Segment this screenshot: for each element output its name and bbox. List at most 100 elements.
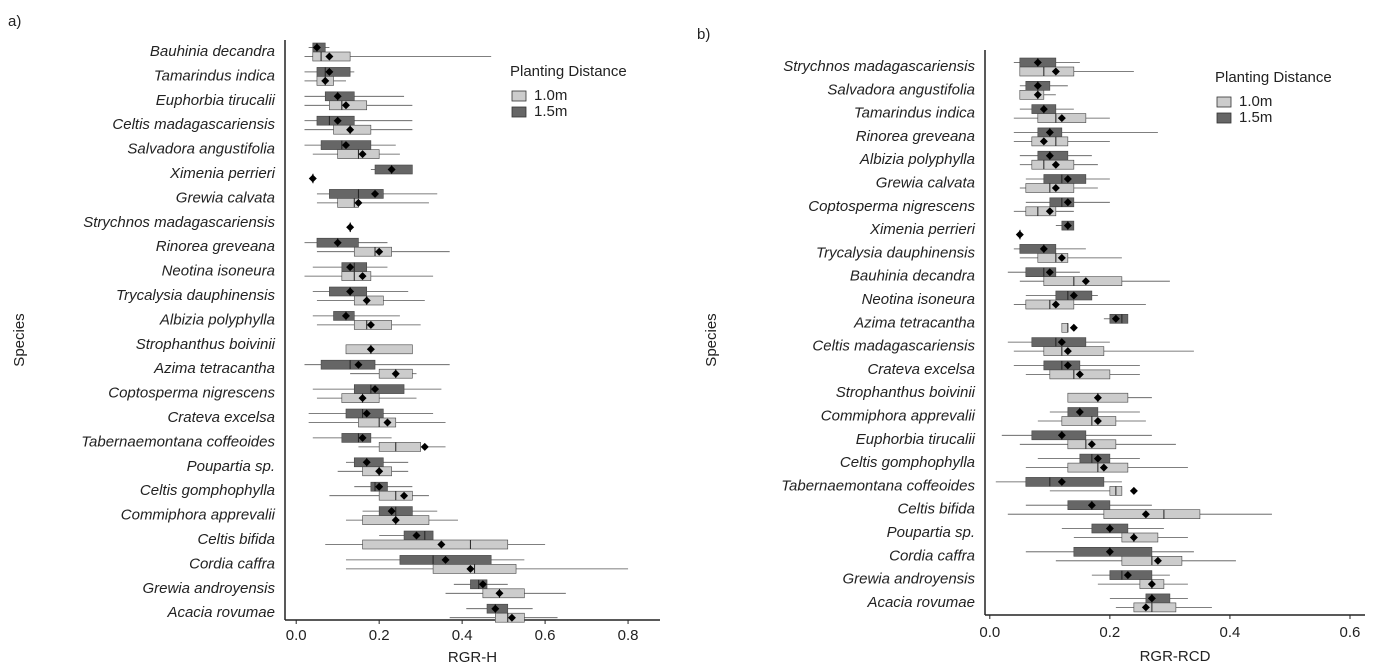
mean-marker xyxy=(1063,221,1072,230)
mean-marker xyxy=(312,43,321,52)
x-tick-label: 0.8 xyxy=(618,627,639,644)
category-label: Commiphora apprevalii xyxy=(121,507,276,524)
mean-marker xyxy=(1045,268,1054,277)
mean-marker xyxy=(391,369,400,378)
box xyxy=(316,67,351,77)
mean-marker xyxy=(321,76,330,85)
mean-marker xyxy=(1039,244,1048,253)
category-label: Azima tetracantha xyxy=(153,360,275,377)
mean-marker xyxy=(1063,347,1072,356)
mean-marker xyxy=(1057,114,1066,123)
mean-marker xyxy=(341,141,350,150)
mean-marker xyxy=(441,555,450,564)
mean-marker xyxy=(366,320,375,329)
category-label: Crateva excelsa xyxy=(167,409,275,426)
mean-marker xyxy=(1075,370,1084,379)
category-label: Coptosperma nigrescens xyxy=(808,198,975,215)
mean-marker xyxy=(1015,230,1024,239)
mean-marker xyxy=(371,385,380,394)
x-tick-label: 0.4 xyxy=(452,627,473,644)
panel-label: b) xyxy=(697,26,710,43)
mean-marker xyxy=(1141,510,1150,519)
mean-marker xyxy=(371,189,380,198)
box xyxy=(1031,136,1069,147)
mean-marker xyxy=(1087,501,1096,510)
box xyxy=(1037,253,1069,263)
category-label: Commiphora apprevalii xyxy=(821,407,976,424)
mean-marker xyxy=(412,531,421,540)
mean-marker xyxy=(1033,58,1042,67)
category-label: Strophanthus boivinii xyxy=(136,336,276,353)
box xyxy=(341,271,372,281)
mean-marker xyxy=(362,458,371,467)
mean-marker xyxy=(375,482,384,491)
category-label: Albizia polyphylla xyxy=(159,311,275,328)
mean-marker xyxy=(1093,417,1102,425)
category-label: Tamarindus indica xyxy=(154,67,275,84)
box xyxy=(1019,244,1057,254)
mean-marker xyxy=(1057,477,1066,486)
box xyxy=(1103,509,1201,520)
category-label: Ximenia perrieri xyxy=(869,221,976,238)
x-tick-label: 0.2 xyxy=(369,627,390,644)
mean-marker xyxy=(366,345,375,354)
mean-marker xyxy=(1057,338,1066,347)
mean-marker xyxy=(346,125,355,134)
mean-marker xyxy=(387,165,396,174)
mean-marker xyxy=(1105,547,1114,556)
category-label: Tabernaemontana coffeoides xyxy=(81,433,275,450)
mean-marker xyxy=(1123,571,1132,580)
mean-marker xyxy=(346,223,355,232)
x-tick-label: 0.0 xyxy=(286,627,307,644)
mean-marker xyxy=(358,150,367,159)
box xyxy=(320,359,376,370)
mean-marker xyxy=(341,311,350,320)
category-label: Acacia rovumae xyxy=(166,604,275,621)
mean-marker xyxy=(1063,175,1072,183)
mean-marker xyxy=(1039,105,1048,114)
mean-marker xyxy=(1153,556,1162,565)
mean-marker xyxy=(1105,524,1114,533)
mean-marker xyxy=(1081,277,1090,286)
box xyxy=(353,246,392,257)
box xyxy=(1121,532,1159,543)
mean-marker xyxy=(354,198,363,207)
category-label: Neotina isoneura xyxy=(862,291,975,308)
mean-marker xyxy=(333,92,342,101)
mean-marker xyxy=(346,287,355,296)
mean-marker xyxy=(383,418,392,427)
legend-label: 1.0m xyxy=(534,87,567,104)
legend-title: Planting Distance xyxy=(1215,69,1332,86)
box xyxy=(1025,267,1057,278)
box xyxy=(1043,346,1105,356)
category-label: Azima tetracantha xyxy=(853,314,975,331)
mean-marker xyxy=(375,467,384,476)
y-axis-label: Species xyxy=(11,313,28,366)
category-label: Grewia calvata xyxy=(176,189,275,206)
mean-marker xyxy=(308,174,317,183)
mean-marker xyxy=(358,394,367,403)
mean-marker xyxy=(1087,440,1096,449)
mean-marker xyxy=(466,564,475,573)
mean-marker xyxy=(333,116,342,125)
mean-marker xyxy=(507,613,516,622)
mean-marker xyxy=(1111,314,1120,323)
box xyxy=(345,344,413,355)
x-tick-label: 0.2 xyxy=(1099,624,1120,641)
mean-marker xyxy=(1129,486,1138,495)
mean-marker xyxy=(346,263,355,272)
mean-marker xyxy=(1141,603,1150,612)
box xyxy=(1061,416,1117,426)
legend-label: 1.5m xyxy=(534,103,567,120)
mean-marker xyxy=(325,52,334,61)
mean-marker xyxy=(1033,81,1042,90)
mean-marker xyxy=(1051,184,1060,192)
category-label: Trycalysia dauphinensis xyxy=(116,287,275,304)
legend-label: 1.0m xyxy=(1239,93,1272,110)
category-label: Cordia caffra xyxy=(889,547,975,564)
category-label: Coptosperma nigrescens xyxy=(108,385,275,402)
category-label: Acacia rovumae xyxy=(866,594,975,611)
mean-marker xyxy=(1045,151,1054,160)
mean-marker xyxy=(1093,393,1102,402)
